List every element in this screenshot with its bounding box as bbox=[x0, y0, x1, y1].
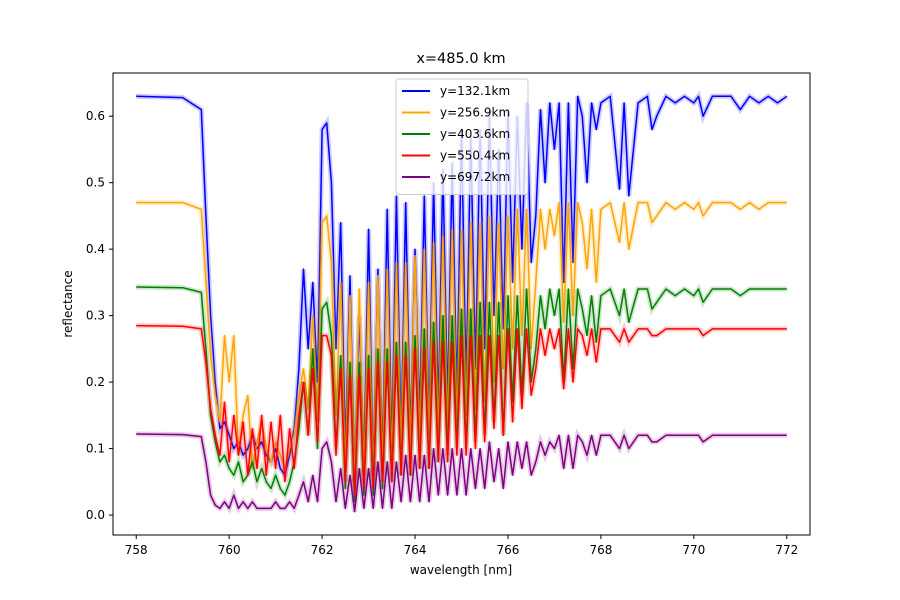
x-tick-label: 770 bbox=[682, 543, 705, 557]
x-tick-label: 764 bbox=[404, 543, 427, 557]
y-tick-label: 0.4 bbox=[86, 242, 105, 256]
series-line-1 bbox=[136, 95, 788, 483]
x-axis-label: wavelength [nm] bbox=[410, 563, 512, 577]
y-tick-label: 0.6 bbox=[86, 109, 105, 123]
legend-label-3: y=403.6km bbox=[440, 127, 510, 141]
x-tick-label: 758 bbox=[125, 543, 148, 557]
x-tick-label: 772 bbox=[775, 543, 798, 557]
plot-area-frame bbox=[112, 72, 811, 536]
y-tick-label: 0.5 bbox=[86, 176, 105, 190]
legend-label-2: y=256.9km bbox=[440, 106, 510, 120]
y-tick-label: 0.1 bbox=[86, 442, 105, 456]
x-tick-label: 760 bbox=[218, 543, 241, 557]
y-axis: 0.0 0.1 0.2 0.3 0.4 0.5 0.6 bbox=[86, 109, 113, 522]
y-tick-label: 0.0 bbox=[86, 508, 105, 522]
x-tick-label: 766 bbox=[497, 543, 520, 557]
y-tick-label: 0.2 bbox=[86, 375, 105, 389]
legend: y=132.1km y=256.9km y=403.6km y=550.4km y=69… bbox=[395, 78, 529, 195]
y-tick-label: 0.3 bbox=[86, 309, 105, 323]
x-tick-label: 762 bbox=[311, 543, 334, 557]
x-axis: 758 760 762 764 766 768 770 772 bbox=[125, 535, 798, 557]
y-axis-label: reflectance bbox=[61, 270, 75, 337]
legend-label-1: y=132.1km bbox=[440, 84, 510, 98]
chart-title: x=485.0 km bbox=[416, 51, 505, 67]
series-line-5 bbox=[136, 433, 787, 513]
legend-box bbox=[395, 78, 529, 195]
series-line-4 bbox=[136, 324, 787, 496]
x-tick-label: 768 bbox=[589, 543, 612, 557]
legend-label-5: y=697.2km bbox=[440, 170, 510, 184]
legend-label-4: y=550.4km bbox=[440, 149, 510, 163]
